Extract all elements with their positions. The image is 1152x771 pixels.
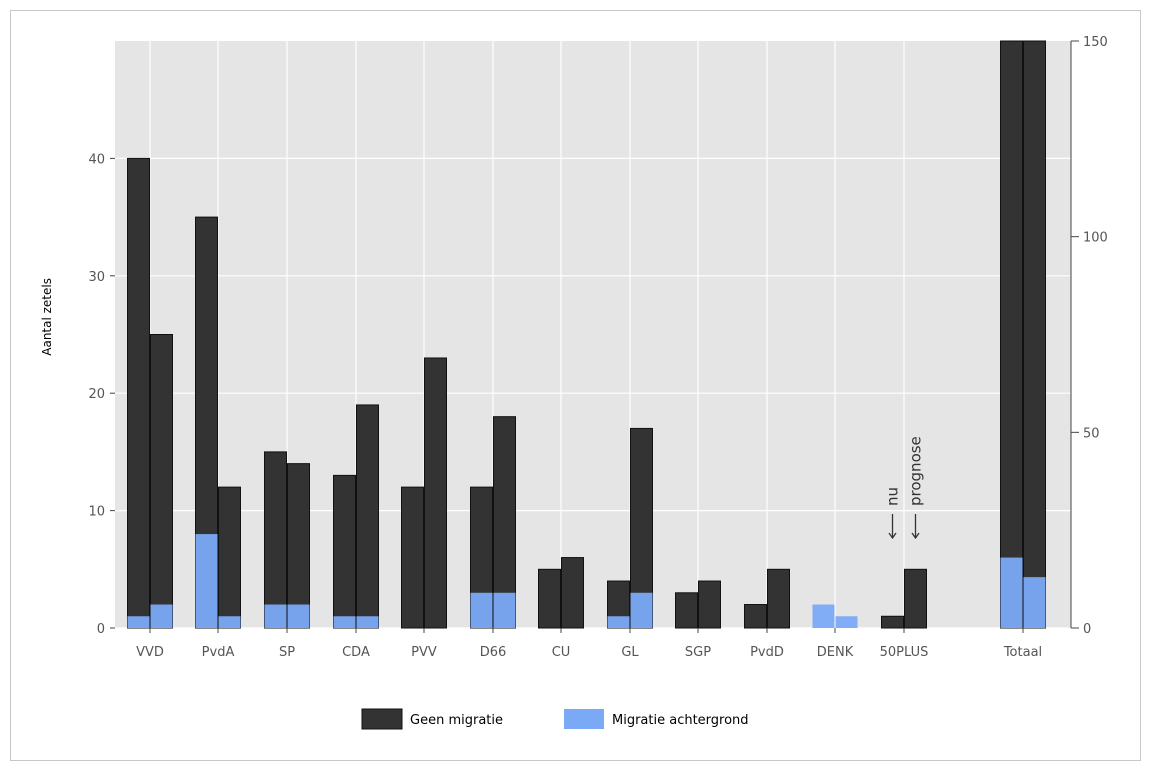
bar-GL-nu-migratie-achtergrond: [607, 616, 630, 628]
annotation-label-prognose: prognose: [907, 436, 925, 506]
chart-frame: 0 10 20 30 40 0 50 100 150 VVD PvdA SP CDA PVV D66 CU GL…: [10, 10, 1141, 761]
bar-CDA-prognose-migratie-achtergrond: [356, 616, 379, 628]
bar-PvdD-nu-geen-migratie: [744, 604, 767, 629]
x-tick-label: PvdD: [750, 645, 784, 660]
bar-SP-nu-migratie-achtergrond: [264, 604, 287, 628]
legend-swatch: [361, 708, 403, 730]
x-tick-label: GL: [621, 645, 639, 660]
bar-VVD-prognose-migratie-achtergrond: [150, 604, 173, 628]
bar-VVD-nu-geen-migratie: [127, 157, 150, 629]
y2-tick-label: 50: [1083, 426, 1100, 441]
annotations: nu prognose: [884, 436, 925, 540]
bar-SP-prognose-geen-migratie: [287, 463, 310, 629]
y2-tick-label: 150: [1083, 35, 1108, 50]
axes: 0 10 20 30 40 0 50 100 150 VVD PvdA SP CDA PVV D66 CU GL…: [88, 35, 1107, 660]
x-tick-label: Totaal: [1003, 645, 1042, 660]
bar-D66-nu-migratie-achtergrond: [470, 592, 493, 628]
bar-Totaal-prognose-migratie-achtergrond: [1023, 577, 1046, 628]
bar-CU-prognose-geen-migratie: [561, 557, 584, 629]
annotation-arrowhead-nu: [888, 532, 897, 540]
legend-swatch: [564, 709, 604, 729]
bar-PvdA-prognose-geen-migratie: [218, 486, 241, 629]
bar-DENK-nu-migratie-achtergrond: [812, 604, 835, 628]
bar-PVV-prognose-geen-migratie: [424, 357, 447, 629]
bar-CDA-prognose-geen-migratie: [356, 404, 379, 629]
x-tick-label: PvdA: [202, 645, 235, 660]
bar-chart: 0 10 20 30 40 0 50 100 150 VVD PvdA SP CDA PVV D66 CU GL…: [40, 35, 1108, 730]
bar-SP-prognose-migratie-achtergrond: [287, 604, 310, 628]
plot-panel: [115, 41, 1071, 628]
bar-SGP-nu-geen-migratie: [675, 592, 698, 629]
bar-VVD-nu-migratie-achtergrond: [127, 616, 150, 628]
bar-PvdA-nu-migratie-achtergrond: [195, 534, 218, 628]
x-tick-label: DENK: [817, 645, 854, 660]
bar-SP-nu-geen-migratie: [264, 451, 287, 629]
bar-DENK-prognose-migratie-achtergrond: [835, 616, 858, 628]
y2-tick-label: 0: [1083, 622, 1091, 637]
bar-Totaal-nu-migratie-achtergrond: [1000, 557, 1023, 628]
y-tick-label: 0: [97, 622, 105, 637]
x-tick-label: CU: [552, 645, 571, 660]
legend-label: Migratie achtergrond: [612, 713, 749, 728]
bar-50PLUS-nu-geen-migratie: [881, 615, 904, 629]
bar-SGP-prognose-geen-migratie: [698, 580, 721, 629]
bar-Totaal-prognose-geen-migratie: [1023, 40, 1046, 629]
bar-50PLUS-prognose-geen-migratie: [904, 568, 927, 629]
bar-D66-prognose-migratie-achtergrond: [493, 592, 516, 628]
bar-PvdA-prognose-migratie-achtergrond: [218, 616, 241, 628]
x-tick-label: PVV: [411, 645, 437, 660]
y-tick-label: 40: [88, 152, 105, 167]
x-tick-label: D66: [480, 645, 507, 660]
legend: Geen migratie Migratie achtergrond: [361, 708, 749, 730]
annotation-arrowhead-prognose: [911, 532, 920, 540]
legend-label: Geen migratie: [410, 713, 503, 728]
x-tick-label: SGP: [685, 645, 711, 660]
bar-CU-nu-geen-migratie: [538, 568, 561, 629]
x-tick-label: VVD: [136, 645, 164, 660]
bar-PvdD-prognose-geen-migratie: [767, 568, 790, 629]
bar-Totaal-nu-geen-migratie: [1000, 40, 1023, 629]
x-tick-label: CDA: [342, 645, 370, 660]
bar-GL-prognose-migratie-achtergrond: [630, 592, 653, 628]
y-tick-label: 10: [88, 505, 105, 520]
x-tick-label: SP: [279, 645, 295, 660]
bars: [127, 40, 1046, 629]
bar-PVV-nu-geen-migratie: [401, 486, 424, 629]
y-axis-title: Aantal zetels: [40, 278, 54, 356]
x-tick-label: 50PLUS: [880, 645, 929, 660]
y-tick-label: 30: [88, 270, 105, 285]
y2-tick-label: 100: [1083, 231, 1108, 246]
bar-CDA-nu-geen-migratie: [333, 474, 356, 629]
y-tick-label: 20: [88, 387, 105, 402]
bar-CDA-nu-migratie-achtergrond: [333, 616, 356, 628]
bar-VVD-prognose-geen-migratie: [150, 334, 173, 629]
annotation-label-nu: nu: [884, 487, 902, 506]
